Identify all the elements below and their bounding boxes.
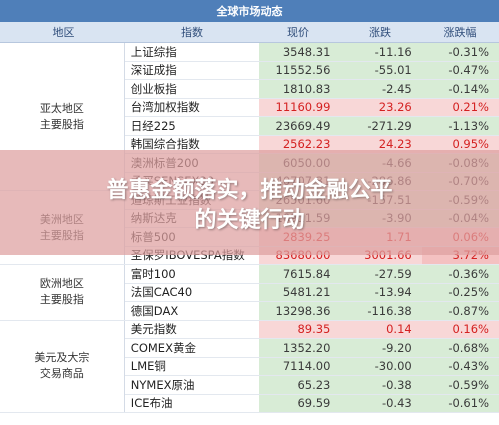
index-name-cell: 创业板指 [124,79,259,99]
table-row: 日经225 23669.49 -271.29 -1.13% [0,116,499,136]
region-label-line: 美元及大宗 [34,351,90,365]
column-header-change: 涨跌 [369,26,391,39]
index-name-cell: 上证综指 [124,43,259,62]
price-cell: 69.59 [258,394,341,413]
change-pct-cell: -0.59% [421,375,499,395]
change-cell: -2.45 [340,79,422,99]
index-name-cell: ICE布油 [124,394,259,413]
change-pct-cell: -0.14% [421,79,499,99]
change-pct-cell: -1.13% [421,116,499,136]
headline-line-2: 的关键行动 [194,208,305,233]
change-cell: -0.43 [340,394,422,413]
index-name-cell: 德国DAX [124,301,259,321]
change-pct-cell: -0.68% [421,338,499,358]
region-cell: 欧洲地区 主要股指 [0,264,125,321]
change-pct-cell: -0.47% [421,61,499,80]
change-cell: 0.14 [340,320,422,339]
column-header-change-pct: 涨跌幅 [443,26,477,39]
price-cell: 2562.23 [258,135,341,154]
table-row: NYMEX原油 65.23 -0.38 -0.59% [0,375,499,395]
column-header-price: 现价 [287,26,309,39]
price-cell: 11552.56 [258,61,341,80]
index-name-cell: 深证成指 [124,61,259,80]
table-row: LME铜 7114.00 -30.00 -0.43% [0,357,499,376]
price-cell: 3548.31 [258,43,341,62]
change-pct-cell: 0.16% [421,320,499,339]
table-row: 创业板指 1810.83 -2.45 -0.14% [0,79,499,99]
change-cell: -55.01 [340,61,422,80]
price-cell: 65.23 [258,375,341,395]
index-name-cell: NYMEX原油 [124,375,259,395]
headline-banner: 普惠金额落实，推动金融公平 的关键行动 [0,176,499,236]
change-cell: -116.38 [340,301,422,321]
index-name-cell: 富时100 [124,264,259,284]
price-cell: 23669.49 [258,116,341,136]
change-cell: -271.29 [340,116,422,136]
price-cell: 89.35 [258,320,341,339]
column-header-index: 指数 [181,26,203,39]
price-cell: 13298.36 [258,301,341,321]
change-pct-cell: 0.21% [421,98,499,117]
table-row: 欧洲地区 主要股指 富时100 7615.84 -27.59 -0.36% [0,264,499,321]
index-name-cell: 法国CAC40 [124,283,259,302]
table-row: 台湾加权指数 11160.99 23.26 0.21% [0,98,499,117]
change-pct-cell: -0.43% [421,357,499,376]
price-cell: 1810.83 [258,79,341,99]
change-pct-cell: -0.36% [421,264,499,284]
table-row: 深证成指 11552.56 -55.01 -0.47% [0,61,499,80]
region-label-line: 主要股指 [39,117,84,131]
price-cell: 5481.21 [258,283,341,302]
change-pct-cell: -0.87% [421,301,499,321]
headline-line-1: 普惠金额落实，推动金融公平 [106,178,393,203]
change-cell: -27.59 [340,264,422,284]
table-row: 法国CAC40 5481.21 -13.94 -0.25% [0,283,499,302]
index-name-cell: COMEX黄金 [124,338,259,358]
table-row: 美元及大宗 交易商品 美元指数 89.35 0.14 0.16% [0,320,499,413]
index-name-cell: 日经225 [124,116,259,136]
price-cell: 11160.99 [258,98,341,117]
change-cell: -9.20 [340,338,422,358]
change-pct-cell: -0.31% [421,43,499,62]
region-label-line: 交易商品 [39,367,84,381]
price-cell: 7114.00 [258,357,341,376]
change-cell: 23.26 [340,98,422,117]
region-label-line: 主要股指 [39,293,84,307]
change-cell: -11.16 [340,43,422,62]
region-label-line: 亚太地区 [39,101,84,115]
change-cell: -13.94 [340,283,422,302]
table-row: ICE布油 69.59 -0.43 -0.61% [0,394,499,413]
change-cell: -30.00 [340,357,422,376]
change-pct-cell: -0.25% [421,283,499,302]
change-pct-cell: -0.61% [421,394,499,413]
region-label-line: 欧洲地区 [39,277,84,291]
change-cell: -0.38 [340,375,422,395]
price-cell: 7615.84 [258,264,341,284]
banner-overlay [0,150,499,255]
index-name-cell: 台湾加权指数 [124,98,259,117]
table-row: 德国DAX 13298.36 -116.38 -0.87% [0,301,499,321]
column-header-row: 地区 指数 现价 涨跌 涨跌幅 [0,22,499,43]
table-row: COMEX黄金 1352.20 -9.20 -0.68% [0,338,499,358]
price-cell: 1352.20 [258,338,341,358]
change-pct-cell: 0.95% [421,135,499,154]
column-header-region: 地区 [52,26,75,39]
region-cell: 美元及大宗 交易商品 [0,320,125,413]
panel-title: 全球市场动态 [0,0,499,22]
table-row: 亚太地区主要股指 上证综指 3548.31 -11.16 -0.31% [0,43,499,191]
index-name-cell: 美元指数 [124,320,259,339]
index-name-cell: LME铜 [124,357,259,376]
